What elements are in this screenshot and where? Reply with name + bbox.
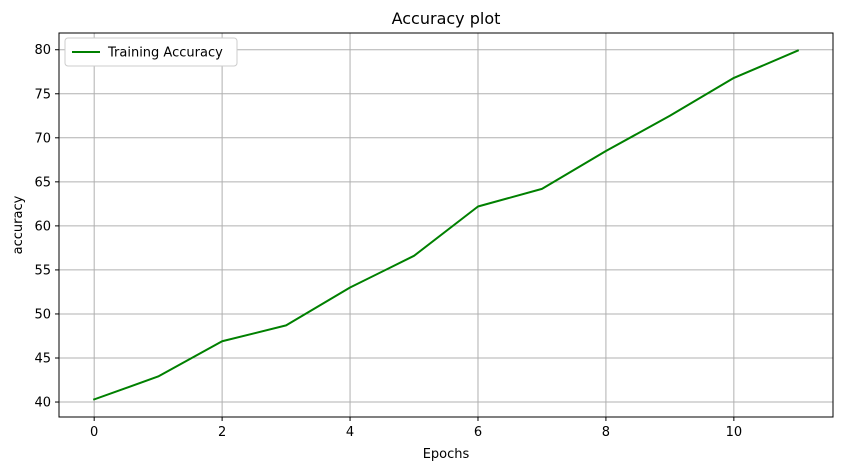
y-ticks: 40 45 50 55 60 65 70 75 80	[34, 43, 59, 411]
y-axis-label: accuracy	[11, 195, 26, 254]
x-tick-label: 4	[346, 425, 354, 440]
legend-box	[64, 37, 238, 67]
x-tick-label: 6	[474, 425, 482, 440]
x-tick-label: 10	[726, 425, 743, 440]
y-tick-label: 80	[34, 43, 51, 58]
series-layer	[92, 49, 800, 401]
chart-title: Accuracy plot	[392, 9, 501, 28]
y-tick-label: 50	[34, 307, 51, 322]
x-tick-label: 8	[602, 425, 610, 440]
y-tick-label: 65	[34, 175, 51, 190]
legend: Training Accuracy	[64, 37, 238, 67]
y-tick-label: 40	[34, 396, 51, 411]
x-tick-label: 0	[90, 425, 98, 440]
grid-lines	[59, 33, 833, 417]
x-ticks: 0 2 4 6 8 10	[90, 417, 742, 440]
legend-label-training-accuracy: Training Accuracy	[107, 46, 223, 61]
series-line-training-accuracy	[92, 49, 800, 401]
x-axis-label: Epochs	[423, 447, 470, 462]
y-tick-label: 75	[34, 87, 51, 102]
x-tick-label: 2	[218, 425, 226, 440]
plot-frame	[58, 32, 834, 418]
y-tick-label: 60	[34, 219, 51, 234]
y-tick-label: 70	[34, 131, 51, 146]
y-tick-label: 55	[34, 263, 51, 278]
y-tick-label: 45	[34, 351, 51, 366]
